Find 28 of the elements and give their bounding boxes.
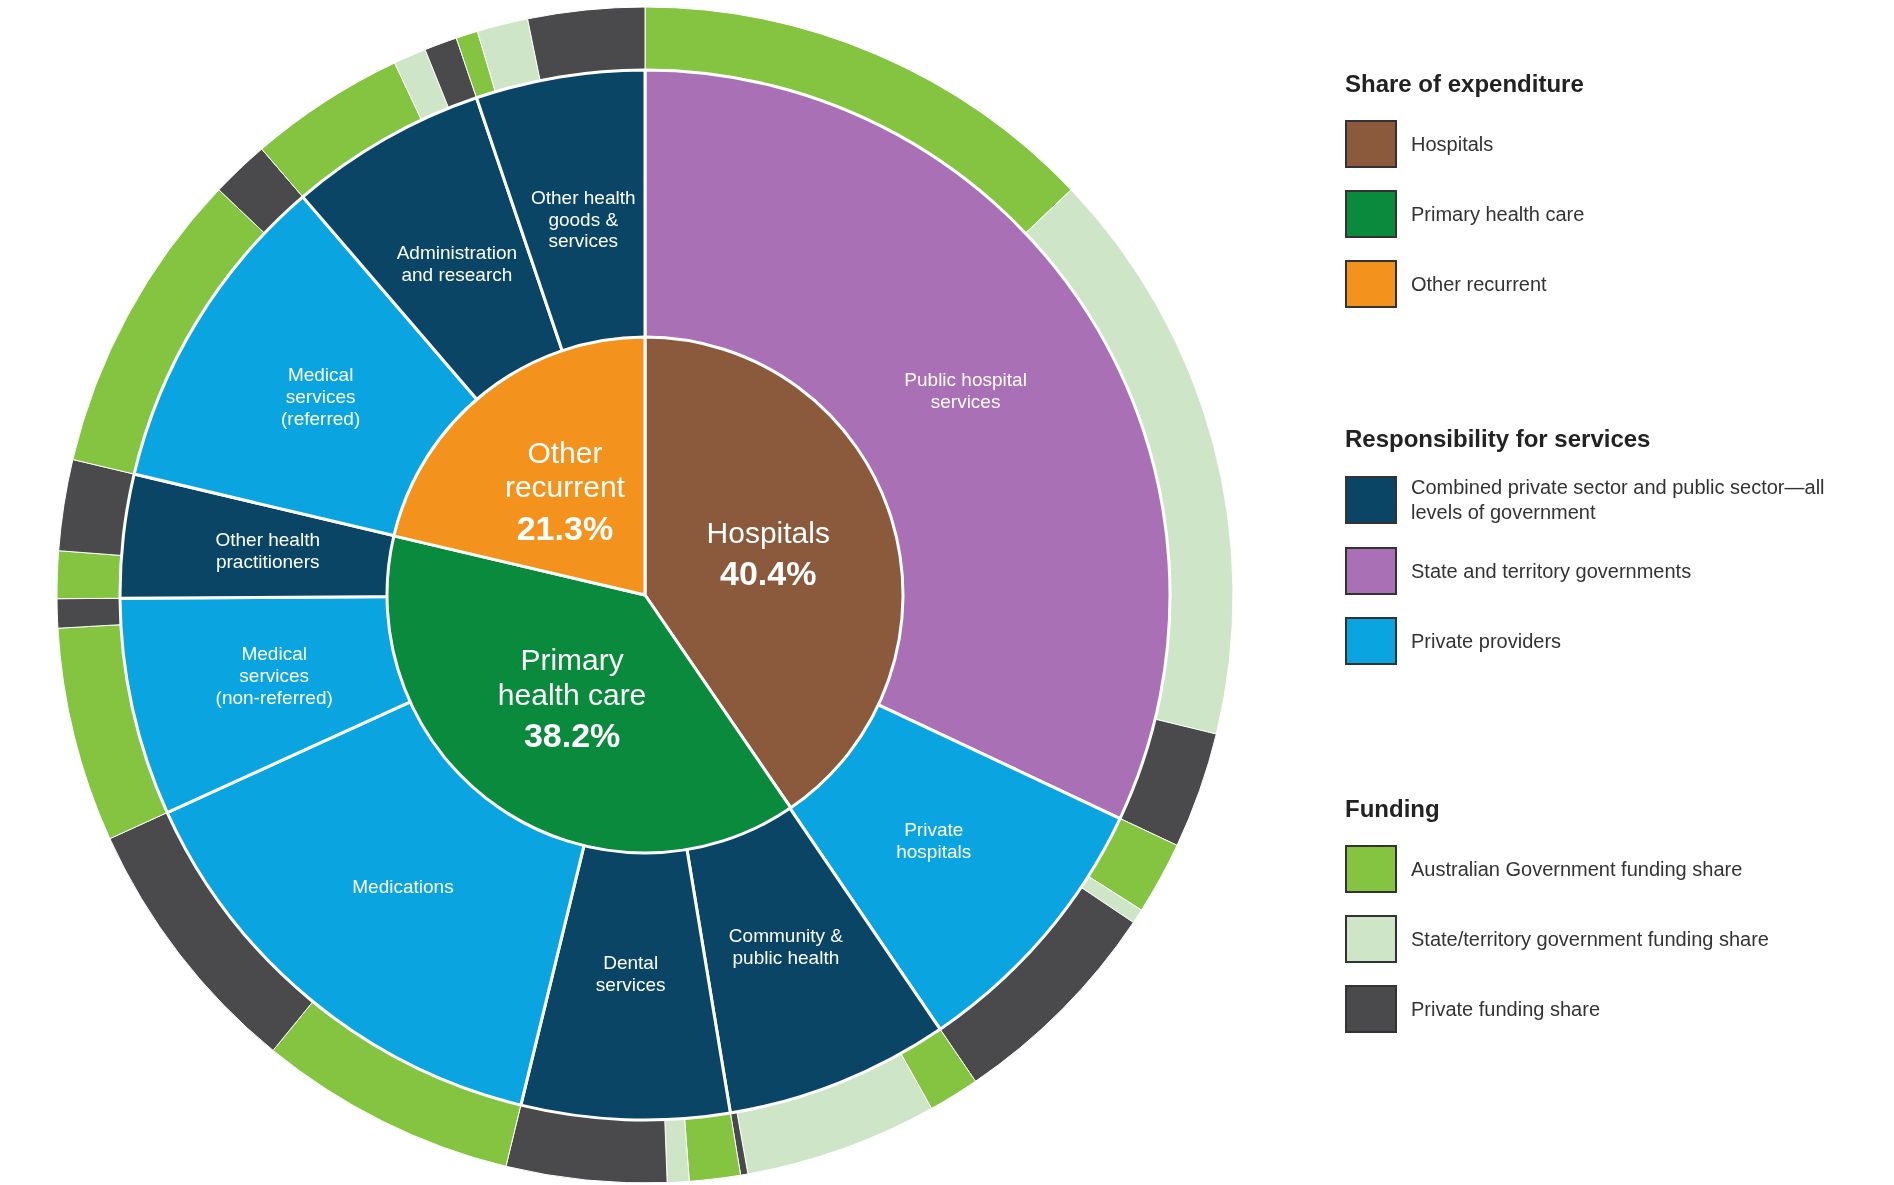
legend-title: Funding xyxy=(1345,795,1441,823)
slice-label: Public hospital services xyxy=(904,368,1027,412)
legend-label: State/territory government funding share xyxy=(1411,926,1769,952)
legend-title: Share of expenditure xyxy=(1345,70,1585,98)
slice-label: Administration and research xyxy=(396,242,518,286)
slice-label: Medical services (referred) xyxy=(281,364,361,429)
text: Responsibility for services xyxy=(1345,425,1652,453)
data-label: 40.4% xyxy=(720,554,817,593)
slice-label: Dental services xyxy=(595,951,666,995)
legend-label: Private funding share xyxy=(1411,996,1601,1022)
legend-label: Hospitals xyxy=(1411,131,1494,157)
slice-label: Community & public health xyxy=(728,924,844,968)
data-label: 38.2% xyxy=(523,716,621,755)
text: Combined private sector and public sector—all levels of government xyxy=(1411,475,1826,525)
slice-label: Private hospitals xyxy=(896,818,972,862)
legend-label: Primary health care xyxy=(1411,201,1585,227)
slice-label: Other health practitioners xyxy=(215,529,321,573)
slice-label: Medications xyxy=(352,875,454,897)
slice-label: Hospitals xyxy=(706,516,830,549)
slice-label: Other health goods & services xyxy=(530,186,636,252)
slice-label: Medical services (non-referred) xyxy=(215,643,333,708)
text: Private providers xyxy=(1411,628,1562,654)
data-label: 21.3% xyxy=(516,508,614,547)
text: State and territory governments xyxy=(1411,558,1692,584)
legend-label: Australian Government funding share xyxy=(1411,856,1743,882)
slice-label: Primary health care xyxy=(497,643,647,711)
slice-label: Other recurrent xyxy=(504,435,626,504)
legend-label: Other recurrent xyxy=(1411,271,1547,297)
